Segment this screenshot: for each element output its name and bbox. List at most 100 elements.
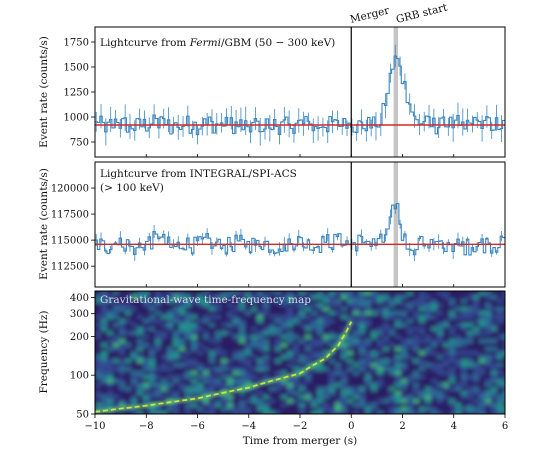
map-cell <box>413 347 420 352</box>
map-cell <box>377 363 384 368</box>
map-cell <box>383 391 390 396</box>
map-cell <box>263 407 270 412</box>
map-cell <box>185 335 192 340</box>
map-cell <box>401 359 408 364</box>
map-cell <box>479 387 486 392</box>
map-cell <box>251 303 258 308</box>
map-cell <box>353 311 360 316</box>
map-cell <box>431 323 438 328</box>
map-cell <box>287 391 294 396</box>
map-cell <box>197 319 204 324</box>
map-cell <box>479 327 486 332</box>
map-cell <box>437 307 444 312</box>
map-cell <box>329 395 336 400</box>
map-cell <box>281 295 288 300</box>
map-cell <box>467 295 474 300</box>
map-cell <box>167 299 174 304</box>
map-cell <box>455 323 462 328</box>
map-cell <box>113 383 120 388</box>
map-cell <box>443 299 450 304</box>
map-cell <box>497 347 504 352</box>
map-cell <box>245 407 252 412</box>
map-cell <box>485 315 492 320</box>
map-cell <box>209 371 216 376</box>
map-cell <box>443 363 450 368</box>
map-cell <box>497 359 504 364</box>
map-cell <box>389 331 396 336</box>
map-cell <box>389 403 396 408</box>
map-cell <box>311 391 318 396</box>
map-cell <box>131 383 138 388</box>
map-cell <box>209 347 216 352</box>
map-cell <box>473 355 480 360</box>
map-cell <box>173 327 180 332</box>
map-cell <box>251 375 258 380</box>
map-cell <box>275 303 282 308</box>
map-cell <box>305 391 312 396</box>
map-cell <box>377 379 384 384</box>
map-cell <box>473 375 480 380</box>
map-cell <box>227 383 234 388</box>
map-cell <box>215 343 222 348</box>
map-cell <box>161 347 168 352</box>
map-cell <box>497 403 504 408</box>
map-cell <box>185 403 192 408</box>
gw-map-image <box>95 291 505 414</box>
map-cell <box>233 299 240 304</box>
map-cell <box>143 411 150 414</box>
map-cell <box>191 411 198 414</box>
map-cell <box>179 391 186 396</box>
map-cell <box>467 355 474 360</box>
map-cell <box>95 311 102 316</box>
map-cell <box>113 335 120 340</box>
map-cell <box>497 367 504 372</box>
map-cell <box>491 399 498 404</box>
map-cell <box>191 319 198 324</box>
map-cell <box>113 319 120 324</box>
map-cell <box>425 335 432 340</box>
map-cell <box>215 371 222 376</box>
map-cell <box>95 323 102 328</box>
map-cell <box>113 323 120 328</box>
map-cell <box>497 323 504 328</box>
map-cell <box>173 407 180 412</box>
map-cell <box>209 363 216 368</box>
map-cell <box>191 371 198 376</box>
map-cell <box>437 367 444 372</box>
map-cell <box>389 291 396 296</box>
map-cell <box>473 307 480 312</box>
map-cell <box>413 387 420 392</box>
map-cell <box>191 403 198 408</box>
map-cell <box>395 375 402 380</box>
map-cell <box>119 411 126 414</box>
lightcurve-line <box>95 55 505 136</box>
map-cell <box>299 331 306 336</box>
map-cell <box>197 355 204 360</box>
map-cell <box>503 403 505 408</box>
map-cell <box>353 295 360 300</box>
map-cell <box>461 295 468 300</box>
map-cell <box>347 383 354 388</box>
map-cell <box>455 327 462 332</box>
map-cell <box>119 351 126 356</box>
map-cell <box>203 399 210 404</box>
map-cell <box>467 379 474 384</box>
map-cell <box>269 315 276 320</box>
map-cell <box>245 363 252 368</box>
map-cell <box>407 363 414 368</box>
map-cell <box>95 395 102 400</box>
map-cell <box>137 391 144 396</box>
map-cell <box>431 371 438 376</box>
map-cell <box>221 375 228 380</box>
map-cell <box>377 403 384 408</box>
map-cell <box>305 387 312 392</box>
map-cell <box>461 363 468 368</box>
map-cell <box>407 359 414 364</box>
map-cell <box>299 311 306 316</box>
map-cell <box>173 363 180 368</box>
map-cell <box>185 343 192 348</box>
map-cell <box>101 371 108 376</box>
map-cell <box>125 339 132 344</box>
map-cell <box>365 343 372 348</box>
map-cell <box>113 363 120 368</box>
